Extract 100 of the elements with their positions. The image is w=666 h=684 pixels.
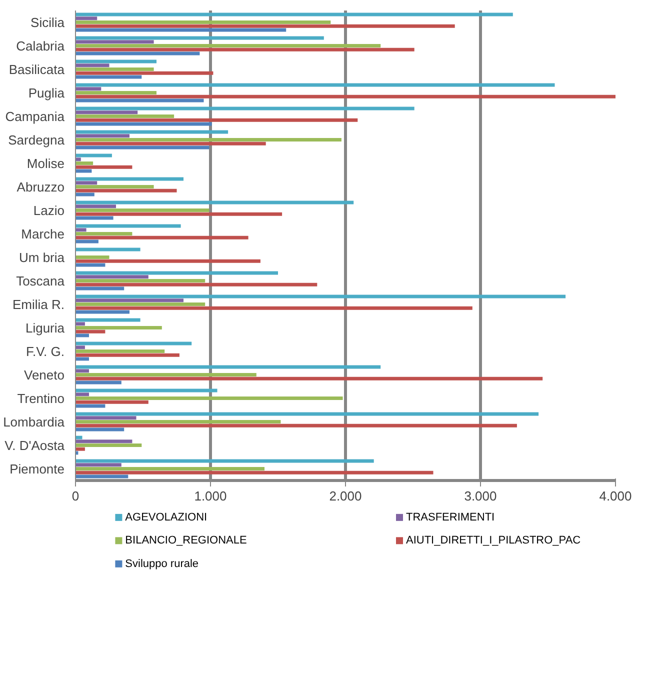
- bar: [76, 188, 177, 192]
- bar: [76, 162, 94, 165]
- bar: [76, 28, 286, 32]
- bar: [76, 259, 260, 263]
- bar: [76, 52, 200, 56]
- bar: [76, 20, 331, 24]
- bar: [76, 392, 89, 396]
- y-tick-label: Basilicata: [8, 62, 66, 77]
- bar: [76, 94, 616, 98]
- bar: [76, 302, 206, 306]
- bar: [76, 158, 81, 162]
- bar: [76, 232, 132, 236]
- y-tick-label: Piemonte: [10, 461, 64, 476]
- bar: [76, 380, 122, 384]
- bar: [76, 350, 165, 353]
- bar: [76, 318, 140, 322]
- bar: [76, 369, 89, 373]
- bar: [76, 310, 130, 314]
- bar: [76, 474, 128, 478]
- bar: [76, 286, 124, 290]
- bar: [76, 279, 206, 282]
- bar: [76, 282, 318, 286]
- y-tick-label: Um bria: [18, 250, 66, 265]
- bar: [76, 373, 256, 376]
- bar: [76, 48, 414, 52]
- legend-label: AGEVOLAZIONI: [125, 511, 208, 524]
- y-tick-label: Emilia R.: [12, 296, 65, 312]
- bar: [76, 436, 82, 440]
- legend-label: Sviluppo rurale: [125, 558, 199, 570]
- bar: [76, 208, 210, 212]
- y-tick-label: Calabria: [16, 38, 66, 54]
- bar: [76, 44, 381, 48]
- bar: [76, 185, 154, 188]
- bar: [76, 256, 110, 259]
- bar: [76, 212, 282, 216]
- bar: [76, 83, 555, 87]
- y-tick-label: Liguria: [25, 320, 66, 336]
- y-tick-label: Sicilia: [30, 14, 66, 30]
- bar: [76, 248, 140, 252]
- bar: [76, 98, 204, 102]
- x-tick-label: 3.000: [464, 488, 497, 504]
- bar: [76, 404, 106, 408]
- legend-label: TRASFERIMENTI: [406, 511, 495, 524]
- bar: [76, 353, 180, 357]
- bar: [76, 169, 92, 173]
- y-tick-label: F.V. G.: [26, 344, 65, 359]
- bar: [76, 165, 132, 169]
- y-tick-label: Molise: [26, 156, 65, 171]
- bar: [76, 376, 543, 380]
- bar: [76, 306, 472, 310]
- bar: [76, 200, 354, 204]
- x-tick-label: 1.000: [194, 488, 227, 504]
- bar: [76, 470, 434, 474]
- bar: [76, 110, 138, 114]
- y-tick-label: Puglia: [28, 85, 66, 100]
- bar: [76, 154, 112, 158]
- bar: [76, 192, 94, 196]
- y-tick-label: Veneto: [24, 367, 65, 382]
- bar: [76, 204, 116, 208]
- bar: [76, 298, 184, 302]
- bar: [76, 263, 106, 267]
- bar: [76, 36, 324, 40]
- bar: [76, 106, 414, 110]
- y-tick-label: Sardegna: [8, 132, 66, 148]
- y-tick-label: Lombardia: [3, 414, 66, 430]
- bar: [76, 365, 381, 369]
- bar: [76, 440, 132, 444]
- bar: [76, 388, 218, 392]
- bar: [76, 146, 210, 150]
- bar: [76, 71, 214, 75]
- bar: [76, 138, 342, 142]
- bar: [76, 122, 212, 126]
- legend-label: AIUTI_DIRETTI_I_PILASTRO_PAC: [406, 534, 581, 547]
- bar: [76, 91, 156, 94]
- bar: [76, 228, 86, 232]
- bar: [76, 416, 136, 420]
- bar: [76, 334, 89, 338]
- bar: [76, 224, 181, 228]
- bar: [76, 463, 122, 467]
- bar: [76, 130, 228, 134]
- bar: [76, 396, 343, 400]
- bar: [76, 16, 98, 20]
- bar: [76, 142, 266, 146]
- y-tick-label: Lazio: [33, 202, 64, 218]
- y-tick-label: Marche: [21, 226, 65, 242]
- bar: [76, 236, 248, 240]
- x-tick-label: 4.000: [599, 488, 632, 504]
- bar: [76, 134, 130, 138]
- bar: [76, 467, 264, 470]
- y-tick-label: Toscana: [16, 273, 66, 288]
- bar: [76, 326, 162, 330]
- bar: [76, 118, 358, 122]
- bar: [76, 60, 156, 64]
- bar: [76, 322, 85, 326]
- bar: [76, 271, 278, 275]
- bar: [76, 181, 98, 185]
- bar: [76, 216, 114, 220]
- bar: [76, 64, 110, 68]
- bar: [76, 68, 154, 71]
- bar: [76, 87, 102, 91]
